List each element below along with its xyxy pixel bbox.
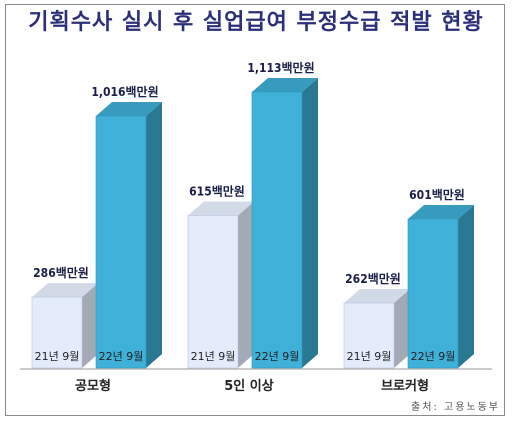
- category-label-0: 공모형: [75, 378, 111, 394]
- value-label-1-1: 1,113백만원: [247, 60, 314, 75]
- bar-side-1-0: [146, 102, 162, 369]
- bar-top-1-0: [96, 102, 162, 117]
- value-label-0-1: 615백만원: [189, 183, 245, 198]
- bar-top-1-1: [252, 77, 318, 92]
- bar-side-0-2: [394, 289, 410, 368]
- bar-1-1: [251, 91, 303, 369]
- bar-0-2: [343, 302, 395, 369]
- bar-0-0: [31, 296, 83, 369]
- bar-side-0-1: [238, 201, 254, 368]
- bar-top-1-2: [408, 204, 474, 219]
- period-label-1-0: 22년 9월: [99, 350, 144, 363]
- bar-top-0-2: [344, 289, 410, 304]
- bar-1-2: [407, 218, 459, 369]
- bar-side-1-2: [458, 204, 474, 368]
- period-label-1-1: 22년 9월: [255, 350, 300, 363]
- bar-side-1-1: [302, 77, 318, 368]
- period-label-1-2: 22년 9월: [411, 350, 456, 363]
- period-label-0-1: 21년 9월: [191, 350, 236, 363]
- chart-title: 기획수사 실시 후 실업급여 부정수급 적발 현황: [28, 10, 484, 35]
- value-label-0-0: 286백만원: [33, 265, 89, 280]
- bar-0-1: [187, 215, 239, 369]
- value-label-0-2: 262백만원: [345, 271, 401, 286]
- category-label-2: 브로커형: [381, 378, 429, 394]
- bar-top-0-1: [188, 201, 254, 216]
- value-label-1-0: 1,016백만원: [91, 84, 158, 99]
- bar-1-0: [95, 115, 147, 369]
- category-label-1: 5인 이상: [224, 378, 273, 394]
- source-note: 출처: 고용노동부: [411, 402, 500, 413]
- bar-side-0-0: [82, 283, 98, 368]
- period-label-0-0: 21년 9월: [35, 350, 80, 363]
- period-label-0-2: 21년 9월: [347, 350, 392, 363]
- bar-top-0-0: [32, 283, 98, 298]
- value-label-1-2: 601백만원: [409, 187, 465, 202]
